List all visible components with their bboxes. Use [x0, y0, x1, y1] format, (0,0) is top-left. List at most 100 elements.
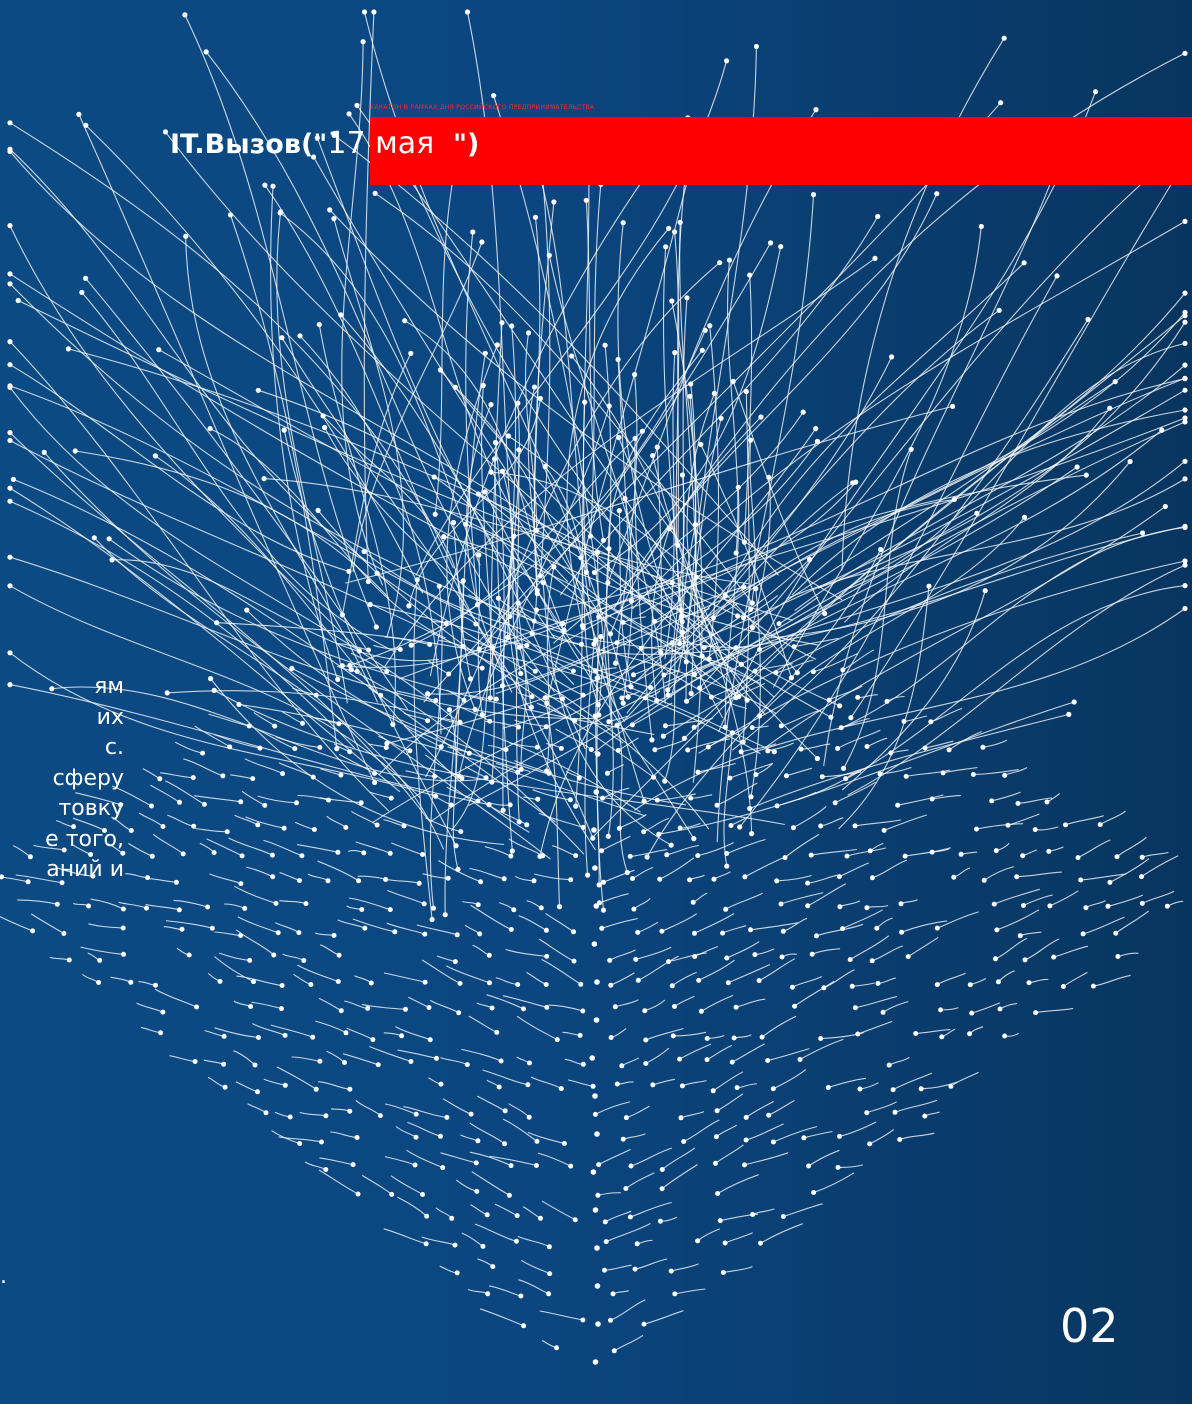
node-dot — [631, 672, 636, 678]
strand-line — [234, 885, 277, 904]
strand-line — [477, 554, 483, 715]
strand-line — [397, 1049, 437, 1059]
strand-line — [632, 866, 654, 879]
node-dot — [475, 1138, 481, 1144]
strand-line — [341, 353, 412, 616]
strand-line — [773, 1069, 807, 1090]
node-dot — [322, 424, 328, 431]
node-dot — [606, 403, 612, 409]
node-dot — [389, 1191, 395, 1197]
node-dot — [516, 819, 522, 825]
node-dot — [454, 932, 460, 938]
node-dot — [576, 775, 582, 781]
strand-line — [731, 1043, 765, 1063]
node-dot — [532, 668, 538, 674]
node-dot — [567, 797, 573, 803]
node-dot — [1046, 848, 1052, 854]
strand-line — [402, 157, 818, 759]
node-dot — [316, 321, 322, 328]
strand-line — [857, 694, 878, 699]
node-dot — [592, 1111, 598, 1117]
node-dot — [463, 521, 469, 527]
node-dot — [535, 796, 541, 802]
strand-line — [807, 874, 839, 884]
node-dot — [544, 953, 550, 959]
strand-line — [429, 586, 443, 909]
node-dot — [7, 650, 13, 656]
node-dot — [427, 1037, 433, 1043]
node-dot — [452, 959, 458, 965]
strand-line — [319, 797, 362, 804]
node-dot — [698, 1008, 704, 1014]
node-dot — [642, 1008, 648, 1014]
node-dot — [749, 831, 755, 837]
node-dot — [591, 941, 598, 947]
node-dot — [590, 1083, 596, 1089]
node-dot — [79, 289, 85, 295]
node-dot — [843, 776, 849, 782]
node-dot — [515, 400, 521, 406]
node-dot — [157, 776, 163, 782]
node-dot — [577, 1032, 583, 1038]
strand-line — [842, 649, 875, 671]
strand-line — [210, 678, 505, 846]
node-dot — [1127, 458, 1133, 465]
strand-line — [971, 1002, 1001, 1014]
node-dot — [672, 350, 678, 356]
strand-line — [152, 833, 184, 855]
node-dot — [211, 850, 217, 856]
strand-line — [313, 156, 606, 623]
node-dot — [1114, 854, 1120, 860]
node-dot — [995, 979, 1001, 985]
strand-line — [750, 588, 761, 797]
node-dot — [1182, 50, 1188, 56]
strand-line — [609, 949, 636, 961]
node-dot — [578, 555, 584, 561]
node-dot — [749, 600, 755, 606]
strand-line — [589, 184, 602, 537]
node-dot — [358, 800, 364, 806]
strand-line — [773, 1126, 818, 1143]
node-dot — [639, 428, 646, 434]
node-dot — [303, 901, 309, 907]
strand-line — [674, 1288, 706, 1295]
strand-line — [754, 663, 793, 672]
node-dot — [319, 1139, 324, 1145]
node-dot — [246, 723, 252, 729]
node-dot — [239, 853, 245, 859]
strand-line — [701, 994, 734, 1012]
node-dot — [479, 239, 485, 245]
node-dot — [765, 748, 771, 754]
strand-line — [533, 217, 541, 591]
node-dot — [1182, 562, 1188, 568]
strand-line — [654, 603, 683, 622]
strand-line — [439, 1265, 458, 1274]
node-dot — [1182, 319, 1188, 325]
strand-line — [619, 814, 647, 829]
node-dot — [211, 687, 217, 694]
node-dot — [867, 1141, 873, 1147]
strand-line — [679, 297, 688, 644]
strand-line — [407, 1121, 441, 1137]
node-dot — [334, 746, 340, 752]
node-dot — [480, 1243, 486, 1249]
node-dot — [551, 564, 557, 570]
node-dot — [580, 1061, 586, 1067]
strand-line — [440, 1152, 477, 1164]
node-dot — [994, 927, 1000, 933]
strand-line — [567, 1079, 594, 1087]
strand-line — [165, 131, 748, 701]
node-dot — [558, 1086, 564, 1092]
node-dot — [922, 1113, 928, 1119]
strand-line — [699, 144, 1186, 689]
node-dot — [892, 1109, 898, 1115]
strand-line — [252, 1023, 286, 1036]
node-dot — [840, 926, 846, 932]
node-dot — [1182, 362, 1188, 368]
node-dot — [247, 957, 253, 963]
node-dot — [7, 682, 13, 688]
node-dot — [509, 323, 515, 329]
node-dot — [819, 774, 825, 780]
node-dot — [1159, 427, 1165, 433]
node-dot — [416, 880, 422, 886]
